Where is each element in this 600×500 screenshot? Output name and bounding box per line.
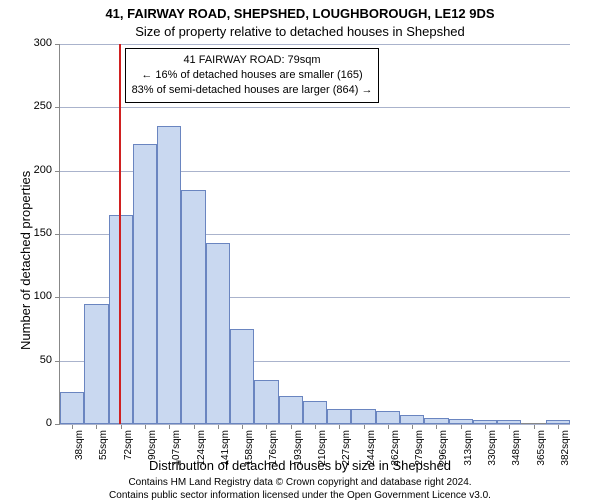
histogram-bar: [400, 415, 424, 424]
annotation-box: 41 FAIRWAY ROAD: 79sqm← 16% of detached …: [125, 48, 380, 103]
x-axis-title: Distribution of detached houses by size …: [0, 458, 600, 473]
y-tick-label: 300: [18, 37, 52, 49]
y-tick-label: 0: [18, 417, 52, 429]
histogram-bar: [279, 396, 303, 424]
gridline: [60, 424, 570, 425]
plot-area: 41 FAIRWAY ROAD: 79sqm← 16% of detached …: [60, 44, 570, 424]
marker-line: [119, 44, 121, 424]
y-tick-label: 50: [18, 354, 52, 366]
histogram-bar: [449, 419, 473, 424]
gridline: [60, 107, 570, 108]
histogram-bar: [303, 401, 327, 424]
gridline: [60, 44, 570, 45]
histogram-bar: [157, 126, 181, 424]
histogram-bar: [351, 409, 375, 424]
histogram-bar: [546, 420, 570, 424]
histogram-bar: [84, 304, 108, 424]
histogram-bar: [254, 380, 278, 424]
histogram-bar: [327, 409, 351, 424]
histogram-bar: [424, 418, 448, 424]
histogram-bar: [109, 215, 133, 424]
footer-line2: Contains public sector information licen…: [0, 489, 600, 500]
histogram-bar: [376, 411, 400, 424]
footer: Contains HM Land Registry data © Crown c…: [0, 476, 600, 500]
footer-line1: Contains HM Land Registry data © Crown c…: [0, 476, 600, 489]
figure: 41, FAIRWAY ROAD, SHEPSHED, LOUGHBOROUGH…: [0, 0, 600, 500]
histogram-bar: [497, 420, 521, 424]
annotation-line2: ← 16% of detached houses are smaller (16…: [132, 68, 373, 83]
chart-subtitle: Size of property relative to detached ho…: [0, 24, 600, 39]
y-tick-label: 250: [18, 100, 52, 112]
histogram-bar: [230, 329, 254, 424]
y-axis-title: Number of detached properties: [18, 171, 33, 350]
histogram-bar: [133, 144, 157, 424]
histogram-bar: [60, 392, 84, 424]
histogram-bar: [206, 243, 230, 424]
histogram-bar: [181, 190, 205, 424]
histogram-bar: [473, 420, 497, 424]
annotation-line3: 83% of semi-detached houses are larger (…: [132, 83, 373, 98]
chart-title-line1: 41, FAIRWAY ROAD, SHEPSHED, LOUGHBOROUGH…: [0, 6, 600, 21]
annotation-line1: 41 FAIRWAY ROAD: 79sqm: [132, 53, 373, 68]
